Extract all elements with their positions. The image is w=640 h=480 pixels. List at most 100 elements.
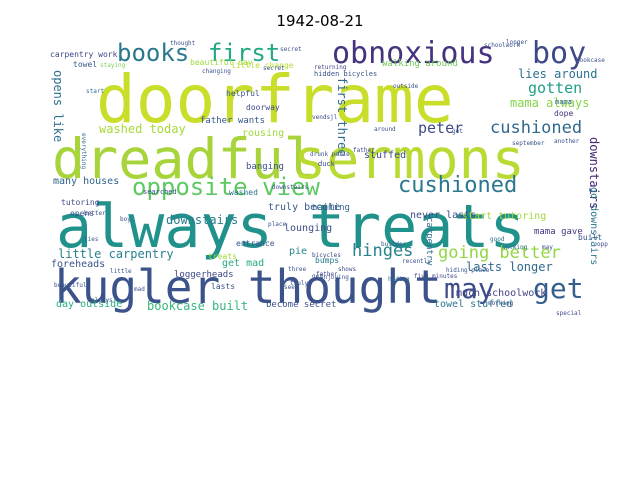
word-cloud-term: enjoying: [320, 274, 349, 281]
word-cloud-term: vendsjl: [312, 114, 338, 121]
word-cloud-term: everything: [80, 133, 87, 170]
word-cloud-term: pie: [289, 246, 308, 257]
word-cloud-term: much schoolwork: [456, 288, 547, 299]
word-cloud-term: builder: [381, 241, 407, 248]
word-cloud-term: secret: [280, 46, 302, 53]
word-cloud-term: place: [268, 221, 287, 228]
word-cloud-term: truly become: [268, 202, 341, 213]
word-cloud-term: father: [353, 147, 375, 154]
word-cloud-term: hinges: [352, 241, 414, 261]
word-cloud-term: hidden bicycles: [314, 70, 378, 78]
word-cloud-term: doorframe: [96, 61, 454, 138]
word-cloud-term: may: [542, 244, 553, 251]
word-cloud-term: better: [84, 210, 106, 217]
word-cloud-term: first three: [335, 77, 349, 157]
word-cloud-term: get mad: [222, 258, 265, 269]
word-cloud-term: beautiful day: [190, 58, 253, 67]
word-cloud-term: opens like: [51, 70, 65, 143]
word-cloud-term: mad: [134, 286, 145, 293]
word-cloud-term: become secret: [266, 300, 337, 310]
word-cloud-term: hiding place: [446, 267, 490, 274]
word-cloud-term: father wants: [200, 116, 266, 126]
word-cloud-term: may: [444, 272, 495, 305]
word-cloud-term: rousing: [242, 128, 285, 139]
word-cloud-term: get: [452, 128, 463, 135]
word-cloud-term: downstairs: [272, 184, 309, 191]
word-cloud-term: peter: [418, 119, 464, 137]
word-cloud-term: truly: [290, 280, 309, 287]
word-cloud-term: helpful: [226, 89, 260, 98]
word-cloud-term: hiding: [388, 276, 410, 283]
word-cloud-term: foreheads: [51, 259, 106, 270]
word-cloud-term: carpentry: [424, 217, 434, 266]
word-cloud-term: shows: [338, 266, 357, 273]
word-cloud-term: day outside: [56, 299, 123, 310]
word-cloud-term: special: [556, 310, 582, 317]
word-cloud-term: boy: [532, 37, 587, 71]
word-cloud-term: get: [312, 273, 323, 280]
word-cloud-term: built: [578, 233, 603, 242]
word-cloud-term: little change: [231, 61, 294, 70]
word-cloud-term: always: [91, 297, 113, 304]
word-cloud-term: searched: [143, 188, 177, 196]
word-cloud-term: lies: [84, 236, 99, 243]
word-cloud-term: doorway: [246, 103, 280, 112]
word-cloud-term: drunk petie: [310, 151, 350, 158]
word-cloud-term: opens: [70, 209, 95, 218]
word-cloud-term: mama gave: [534, 227, 583, 237]
word-cloud-term: changing: [202, 68, 231, 75]
word-cloud-term: beautiful: [54, 282, 87, 289]
word-cloud-term: bicycles: [312, 252, 341, 259]
word-cloud-term: five minutes: [414, 273, 458, 280]
word-cloud-term: three: [288, 266, 307, 273]
word-cloud-term: mama: [555, 98, 572, 106]
word-cloud-term: father: [316, 271, 338, 278]
word-cloud-term: dreadful: [52, 127, 317, 191]
word-cloud-term: staying: [100, 62, 126, 69]
word-cloud-term: thought: [170, 40, 196, 47]
word-cloud-term: around: [374, 126, 396, 133]
word-cloud-term: bookcase: [576, 57, 605, 64]
word-cloud-term: banging: [246, 162, 284, 172]
word-cloud-term: lies around: [518, 67, 598, 81]
word-cloud-term: towel stuffed: [434, 299, 513, 310]
word-cloud-term: lasts: [211, 282, 236, 291]
word-cloud-term: tutoring: [61, 198, 100, 207]
word-cloud-term: loggerheads: [174, 270, 234, 280]
word-cloud-term: another: [554, 138, 580, 145]
word-cloud-term: going better: [438, 243, 561, 263]
word-cloud-term: entrance: [236, 239, 275, 248]
word-cloud-term: outside: [393, 83, 419, 90]
word-cloud-term: lasts longer: [466, 260, 553, 274]
word-cloud-term: obnoxious: [332, 37, 495, 71]
word-cloud-term: start tutoring: [462, 211, 547, 222]
word-cloud-term: lounging: [284, 223, 333, 234]
word-cloud-term: cushioned: [490, 118, 583, 138]
word-cloud-term: washed today: [99, 122, 186, 136]
word-cloud-term: recently: [402, 258, 431, 265]
word-cloud-term: treats: [208, 252, 237, 261]
word-cloud-term: bumps: [315, 256, 340, 265]
word-cloud-term: boy: [120, 216, 131, 223]
chart-title: 1942-08-21: [276, 12, 364, 30]
word-cloud-term: go downstairs: [588, 187, 599, 266]
word-cloud-term: little carpentry: [58, 247, 174, 261]
word-cloud-term: dope: [554, 109, 574, 118]
word-cloud-term: washed: [229, 188, 258, 197]
word-cloud-term: longer: [506, 39, 528, 46]
word-cloud-term: seen: [284, 284, 299, 291]
word-cloud: doorframe dreadful sermons always treats kug…: [48, 37, 608, 317]
word-cloud-term: get: [533, 272, 584, 305]
word-cloud-term: good: [490, 236, 505, 243]
word-cloud-term: gotten: [528, 79, 583, 97]
word-cloud-term: carpentry work: [50, 50, 118, 59]
word-cloud-term: books: [117, 39, 190, 67]
word-cloud-term: returning: [314, 64, 347, 71]
word-cloud-term: little: [110, 268, 132, 275]
word-cloud-term: working: [488, 300, 514, 307]
word-cloud-term: downstairs: [587, 137, 601, 210]
word-cloud-term: bookcase built: [147, 299, 249, 313]
word-cloud-term: cushioned: [398, 173, 518, 198]
word-cloud-term: first: [208, 39, 281, 67]
word-cloud-term: mama always: [510, 96, 590, 110]
